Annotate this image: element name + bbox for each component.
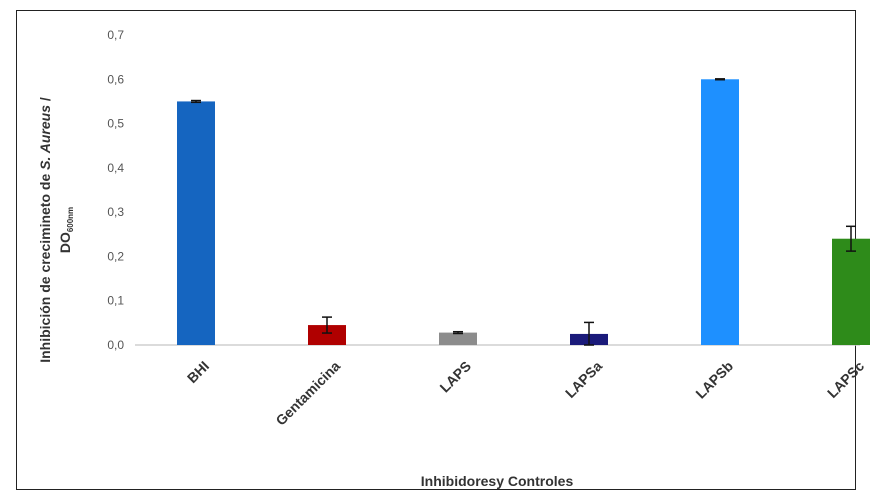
x-axis-title: Inhibidoresy Controles bbox=[421, 473, 574, 489]
y-axis-title-line2: DO600nm bbox=[57, 207, 75, 253]
y-tick-label: 0,1 bbox=[107, 294, 124, 308]
error-bar-lapsc bbox=[846, 225, 856, 252]
y-tick-label: 0,7 bbox=[107, 28, 124, 42]
error-bar-laps bbox=[453, 330, 463, 335]
category-label-lapsc: LAPSc bbox=[824, 358, 867, 401]
y-tick-label: 0,0 bbox=[107, 338, 124, 352]
bar-lapsc bbox=[832, 238, 870, 345]
category-label-bhi: BHI bbox=[184, 358, 212, 386]
y-axis-title-subscript: 600nm bbox=[66, 207, 75, 232]
bars bbox=[177, 79, 870, 346]
y-tick-label: 0,5 bbox=[107, 117, 124, 131]
error-bar-lapsb bbox=[715, 78, 725, 81]
category-labels: BHI Gentamicina LAPS LAPSa LAPSb LAPSc bbox=[184, 358, 868, 429]
y-axis-title: Inhibición de crecimineto de S. Aureus / bbox=[37, 97, 53, 363]
y-axis-title-italic: S. Aureus bbox=[37, 105, 53, 170]
y-axis-title-main: Inhibición de crecimineto de bbox=[37, 170, 53, 363]
y-tick-label: 0,4 bbox=[107, 161, 124, 175]
y-tick-label: 0,3 bbox=[107, 205, 124, 219]
bar-bhi bbox=[177, 101, 215, 345]
error-bar-gentamicina bbox=[322, 316, 332, 334]
category-label-lapsb: LAPSb bbox=[692, 358, 736, 402]
y-tick-label: 0,2 bbox=[107, 249, 124, 263]
bar-gentamicina bbox=[308, 325, 346, 345]
error-bars bbox=[191, 78, 856, 346]
category-label-lapsa: LAPSa bbox=[562, 358, 605, 401]
category-label-laps: LAPS bbox=[436, 358, 474, 396]
error-bar-lapsa bbox=[584, 321, 594, 346]
bar-lapsb bbox=[701, 79, 739, 346]
category-label-gentamicina: Gentamicina bbox=[272, 358, 343, 429]
error-bar-bhi bbox=[191, 99, 201, 104]
y-axis-title-do: DO bbox=[57, 232, 73, 253]
bar-laps bbox=[439, 332, 477, 345]
y-axis-title-end: / bbox=[37, 97, 53, 105]
y-tick-label: 0,6 bbox=[107, 72, 124, 86]
y-tick-labels: 0,0 0,1 0,2 0,3 0,4 0,5 0,6 0,7 bbox=[107, 28, 124, 352]
